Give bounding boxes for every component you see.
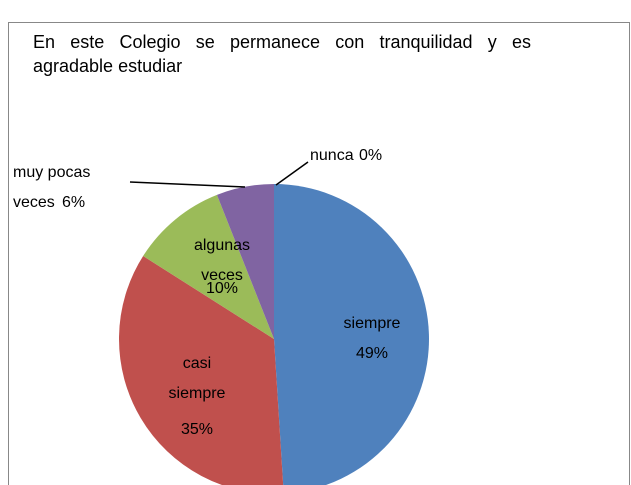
leader-line <box>129 181 246 188</box>
pie-slice <box>119 255 284 485</box>
slice-label: casi siempre <box>169 355 226 402</box>
pie-slice <box>274 184 429 485</box>
slice-label: nunca <box>310 147 354 164</box>
slice-value-label: 0% <box>359 147 382 164</box>
pie-slice <box>143 194 274 339</box>
slice-label: siempre <box>344 315 401 332</box>
slice-value-label: 6% <box>62 194 85 211</box>
chart-border <box>8 22 630 485</box>
leader-line <box>275 161 309 186</box>
slice-value-label: 49% <box>356 345 388 362</box>
slice-label: algunas veces <box>194 237 250 284</box>
pie-slice <box>216 184 274 339</box>
slice-value-label: 35% <box>181 421 213 438</box>
slice-label: muy pocas veces <box>13 164 90 211</box>
chart-title: En este Colegio se permanece con tranqui… <box>33 32 531 76</box>
slice-value-label: 10% <box>206 280 238 297</box>
